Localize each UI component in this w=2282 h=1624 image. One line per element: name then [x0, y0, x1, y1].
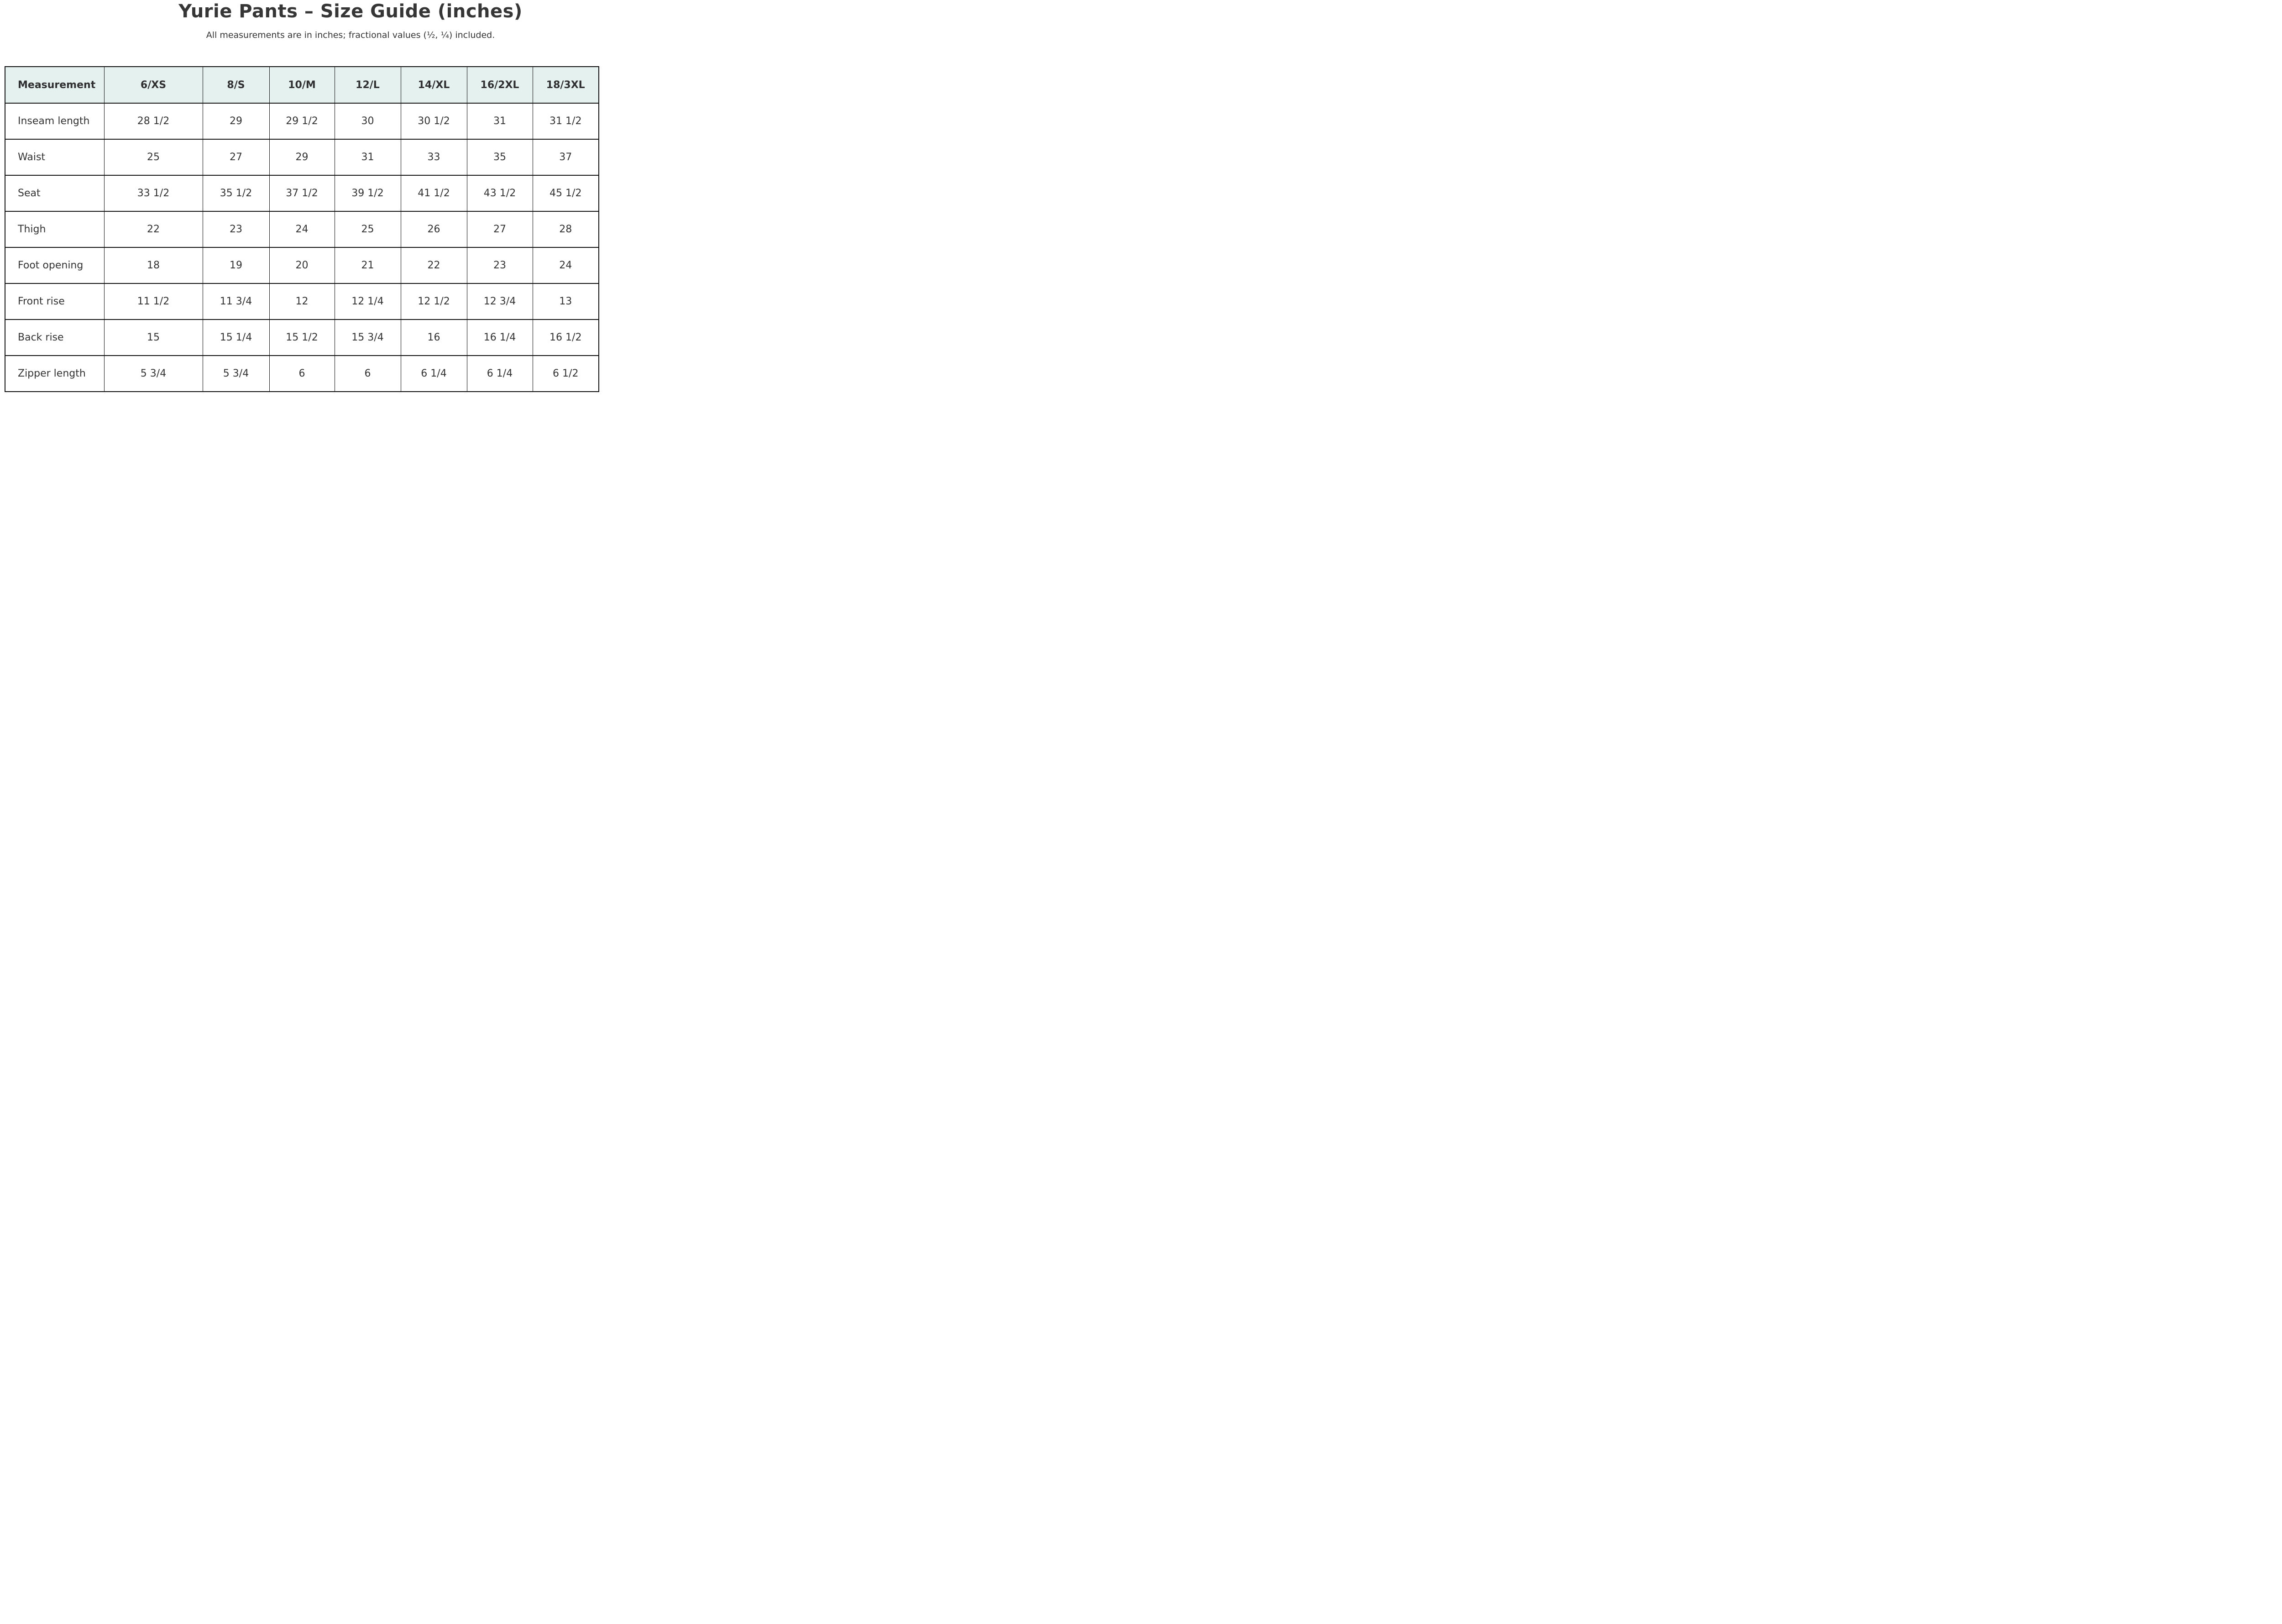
- table-row: Inseam length 28 1/2 29 29 1/2 30 30 1/2 31 31 …: [5, 103, 599, 140]
- value-cell: 35: [466, 139, 533, 176]
- value-cell: 6: [334, 355, 401, 392]
- value-cell: 13: [532, 283, 599, 320]
- heading-block: Yurie Pants – Size Guide (inches) All me…: [98, 1, 603, 42]
- value-cell: 12: [269, 283, 335, 320]
- row-label: Seat: [5, 175, 105, 212]
- value-cell: 12 3/4: [466, 283, 533, 320]
- table-row: Thigh 22 23 24 25 26 27 28: [5, 211, 599, 248]
- value-cell: 37 1/2: [269, 175, 335, 212]
- value-cell: 30: [334, 103, 401, 140]
- value-cell: 12 1/4: [334, 283, 401, 320]
- value-cell: 15 1/4: [202, 319, 270, 356]
- row-label: Back rise: [5, 319, 105, 356]
- value-cell: 29: [202, 103, 270, 140]
- value-cell: 43 1/2: [466, 175, 533, 212]
- value-cell: 41 1/2: [400, 175, 467, 212]
- value-cell: 6 1/2: [532, 355, 599, 392]
- value-cell: 16 1/2: [532, 319, 599, 356]
- column-header-size: 8/S: [202, 66, 270, 104]
- value-cell: 6 1/4: [466, 355, 533, 392]
- value-cell: 12 1/2: [400, 283, 467, 320]
- value-cell: 33 1/2: [104, 175, 203, 212]
- value-cell: 35 1/2: [202, 175, 270, 212]
- value-cell: 11 1/2: [104, 283, 203, 320]
- value-cell: 25: [104, 139, 203, 176]
- column-header-size: 18/3XL: [532, 66, 599, 104]
- value-cell: 18: [104, 247, 203, 284]
- page-title: Yurie Pants – Size Guide (inches): [178, 1, 523, 22]
- value-cell: 22: [104, 211, 203, 248]
- value-cell: 25: [334, 211, 401, 248]
- value-cell: 5 3/4: [104, 355, 203, 392]
- row-label: Front rise: [5, 283, 105, 320]
- row-label: Thigh: [5, 211, 105, 248]
- value-cell: 31: [466, 103, 533, 140]
- value-cell: 16: [400, 319, 467, 356]
- value-cell: 26: [400, 211, 467, 248]
- column-header-measurement: Measurement: [5, 66, 105, 104]
- value-cell: 45 1/2: [532, 175, 599, 212]
- value-cell: 23: [466, 247, 533, 284]
- value-cell: 23: [202, 211, 270, 248]
- value-cell: 6: [269, 355, 335, 392]
- value-cell: 21: [334, 247, 401, 284]
- row-label: Inseam length: [5, 103, 105, 140]
- value-cell: 20: [269, 247, 335, 284]
- value-cell: 37: [532, 139, 599, 176]
- table-row: Foot opening 18 19 20 21 22 23 24: [5, 247, 599, 284]
- value-cell: 31 1/2: [532, 103, 599, 140]
- value-cell: 33: [400, 139, 467, 176]
- column-header-size: 6/XS: [104, 66, 203, 104]
- size-guide-table: Measurement 6/XS 8/S 10/M 12/L 14/XL 16/2XL 18/…: [5, 66, 599, 392]
- table-row: Seat 33 1/2 35 1/2 37 1/2 39 1/2 41 1/2 43 1/2…: [5, 175, 599, 212]
- column-header-size: 12/L: [334, 66, 401, 104]
- value-cell: 27: [466, 211, 533, 248]
- table-row: Waist 25 27 29 31 33 35 37: [5, 139, 599, 176]
- value-cell: 15 1/2: [269, 319, 335, 356]
- value-cell: 28 1/2: [104, 103, 203, 140]
- value-cell: 19: [202, 247, 270, 284]
- value-cell: 22: [400, 247, 467, 284]
- value-cell: 31: [334, 139, 401, 176]
- value-cell: 15 3/4: [334, 319, 401, 356]
- page-subtitle: All measurements are in inches; fraction…: [206, 30, 495, 40]
- value-cell: 6 1/4: [400, 355, 467, 392]
- row-label: Zipper length: [5, 355, 105, 392]
- value-cell: 5 3/4: [202, 355, 270, 392]
- table-row: Zipper length 5 3/4 5 3/4 6 6 6 1/4 6 1/4 6 1/2: [5, 355, 599, 392]
- value-cell: 28: [532, 211, 599, 248]
- table-row: Back rise 15 15 1/4 15 1/2 15 3/4 16 16 1/4 16 …: [5, 319, 599, 356]
- column-header-size: 14/XL: [400, 66, 467, 104]
- row-label: Waist: [5, 139, 105, 176]
- value-cell: 30 1/2: [400, 103, 467, 140]
- value-cell: 11 3/4: [202, 283, 270, 320]
- row-label: Foot opening: [5, 247, 105, 284]
- value-cell: 16 1/4: [466, 319, 533, 356]
- header-row: Measurement 6/XS 8/S 10/M 12/L 14/XL 16/2XL 18/…: [5, 66, 599, 104]
- value-cell: 15: [104, 319, 203, 356]
- column-header-size: 10/M: [269, 66, 335, 104]
- table-row: Front rise 11 1/2 11 3/4 12 12 1/4 12 1/2 12 3…: [5, 283, 599, 320]
- value-cell: 29: [269, 139, 335, 176]
- column-header-size: 16/2XL: [466, 66, 533, 104]
- value-cell: 24: [532, 247, 599, 284]
- value-cell: 24: [269, 211, 335, 248]
- value-cell: 29 1/2: [269, 103, 335, 140]
- value-cell: 39 1/2: [334, 175, 401, 212]
- value-cell: 27: [202, 139, 270, 176]
